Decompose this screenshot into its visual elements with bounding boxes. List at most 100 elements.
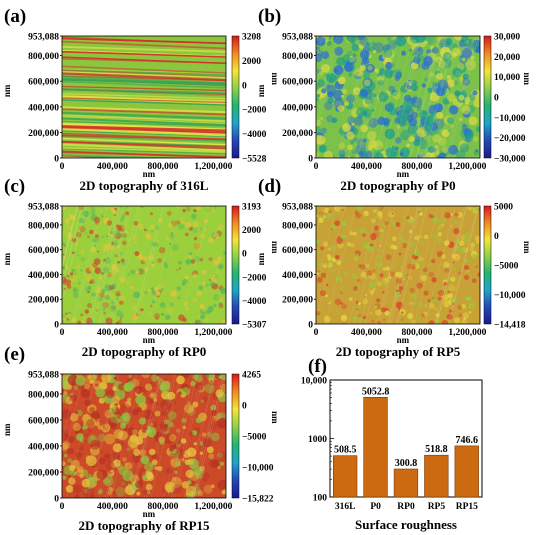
colorbar-tick-label: 2000 [242, 57, 261, 67]
colorbar [483, 35, 492, 159]
y-tick-label: 600,000 [28, 246, 59, 256]
y-tick-label: 400,000 [28, 103, 59, 113]
bar-value-label: 746.6 [456, 435, 479, 446]
colorbar [231, 373, 240, 499]
panel-caption: 2D topography of P0 [340, 178, 455, 193]
colorbar-tick-label: 4265 [242, 371, 261, 381]
colorbar-tick-label: −14,418 [494, 321, 526, 331]
y-tick-label: 400,000 [28, 271, 59, 281]
colorbar-tick-label: 0 [494, 232, 499, 242]
x-tick-label: 0 [60, 502, 65, 512]
colorbar-unit-label: nm [522, 241, 532, 254]
colorbar-tick-label: 0 [242, 81, 247, 91]
y-tick-label: 100 [313, 494, 328, 504]
colorbar-unit-label: nm [522, 72, 532, 85]
colorbar-tick-label: −10,000 [494, 291, 526, 301]
y-tick-label: 0 [308, 155, 313, 165]
y-tick-label: 200,000 [28, 296, 59, 306]
x-axis-label: nm [397, 335, 410, 345]
image-frame [61, 35, 227, 159]
colorbar [231, 205, 240, 325]
y-tick-label: 600,000 [28, 416, 59, 426]
bar-value-label: 508.5 [334, 445, 357, 456]
y-tick-label: 200,000 [28, 468, 59, 478]
y-tick-label: 400,000 [28, 442, 59, 452]
colorbar-tick-label: −5000 [494, 262, 519, 272]
panel-caption: 2D topography of RP5 [336, 344, 461, 359]
y-tick-label: 0 [54, 321, 59, 331]
panel-letter: (d) [258, 176, 281, 197]
x-tick-label: 400,000 [351, 162, 382, 172]
topography-panel-4: (d)953,088 800,000 600,000 400,000 200,000 0 n… [256, 176, 532, 359]
y-tick-label: 600,000 [282, 246, 313, 256]
bar-p0 [363, 396, 388, 498]
topography-image [316, 206, 480, 324]
y-tick-label: 0 [54, 155, 59, 165]
image-frame [61, 205, 227, 325]
panel-letter: (b) [258, 6, 281, 27]
colorbar-tick-label: 30,000 [494, 33, 520, 43]
colorbar-tick-label: −10,000 [242, 464, 274, 474]
panel-letter: (a) [4, 6, 26, 27]
topography-image [316, 36, 480, 158]
colorbar-tick-label: −4000 [242, 297, 267, 307]
colorbar-tick-label: −10,000 [494, 114, 526, 124]
colorbar-tick-label: 10,000 [494, 73, 520, 83]
colorbar-tick-label: −30,000 [494, 155, 526, 165]
topography-panel-3: (c)953,088800,000600,000400,000200,0000n… [2, 176, 280, 359]
y-tick-label: 200,000 [282, 296, 313, 306]
colorbar-tick-label: −2000 [242, 273, 267, 283]
x-tick-label: 0 [60, 162, 65, 172]
topography-panel-1: (a)953,088800,000600,000400,000200,0000n… [2, 6, 280, 193]
topography-panels: (a)953,088800,000600,000400,000200,0000n… [2, 6, 532, 533]
colorbar-tick-label: 2000 [242, 226, 261, 236]
x-axis-label: nm [143, 169, 156, 179]
y-tick-label: 953,088 [28, 33, 59, 43]
x-axis-label: nm [397, 169, 410, 179]
x-tick-label: 800,000 [147, 328, 178, 338]
y-axis-label: nm [256, 252, 266, 265]
colorbar-tick-label: −5000 [242, 433, 267, 443]
y-tick-label: 1000 [308, 435, 327, 445]
y-tick-label: 10,000 [301, 377, 327, 387]
colorbar-tick-label: −5528 [242, 155, 267, 165]
colorbar-tick-label: −15,822 [242, 495, 274, 505]
colorbar-tick-label: −20,000 [494, 134, 526, 144]
x-tick-label: 400,000 [97, 502, 128, 512]
topography-image [62, 374, 226, 498]
x-tick-label: 0 [60, 328, 65, 338]
x-tick-label: 1,200,000 [448, 162, 486, 172]
topography-panel-5: (e)953,088 800,000 600,000 400,000 200,000 0 n… [2, 344, 280, 533]
x-tick-label: RP5 [428, 502, 446, 512]
y-axis-label: nm [2, 252, 12, 265]
bar-rp15 [454, 445, 479, 498]
colorbar-tick-label: 0 [494, 94, 499, 104]
colorbar-tick-label: 3193 [242, 203, 261, 213]
y-tick-label: 800,000 [282, 221, 313, 231]
colorbar-unit-label: nm [270, 241, 280, 254]
x-tick-label: 1,200,000 [448, 328, 486, 338]
topography-image [62, 206, 226, 324]
panel-letter: (e) [4, 344, 25, 365]
x-tick-label: 1,200,000 [194, 162, 232, 172]
y-tick-label: 400,000 [282, 271, 313, 281]
x-tick-label: RP15 [456, 502, 478, 512]
topography-image [62, 36, 226, 158]
image-frame [315, 35, 481, 159]
topography-panel-2: (b)953,088 800,000 600,000 400,000 200,000 0 n… [256, 6, 532, 193]
y-tick-label: 953,088 [282, 203, 313, 213]
y-tick-label: 800,000 [28, 221, 59, 231]
y-tick-label: 953,088 [28, 371, 59, 381]
x-tick-label: 400,000 [97, 162, 128, 172]
bar-rp0 [393, 468, 419, 498]
x-tick-label: 800,000 [147, 162, 178, 172]
bar-value-label: 518.8 [425, 444, 448, 455]
x-tick-label: 800,000 [401, 328, 432, 338]
roughness-bar-chart: (f) 100 1000 10,000 508.5 316L 5052.8 P0 300.8 RP… [301, 356, 483, 532]
y-tick-label: 200,000 [282, 129, 313, 139]
y-axis-label: nm [256, 84, 266, 97]
colorbar [483, 205, 492, 325]
colorbar-unit-label: nm [270, 411, 280, 424]
panel-letter: (f) [308, 356, 327, 377]
bar-rp5 [424, 454, 449, 498]
